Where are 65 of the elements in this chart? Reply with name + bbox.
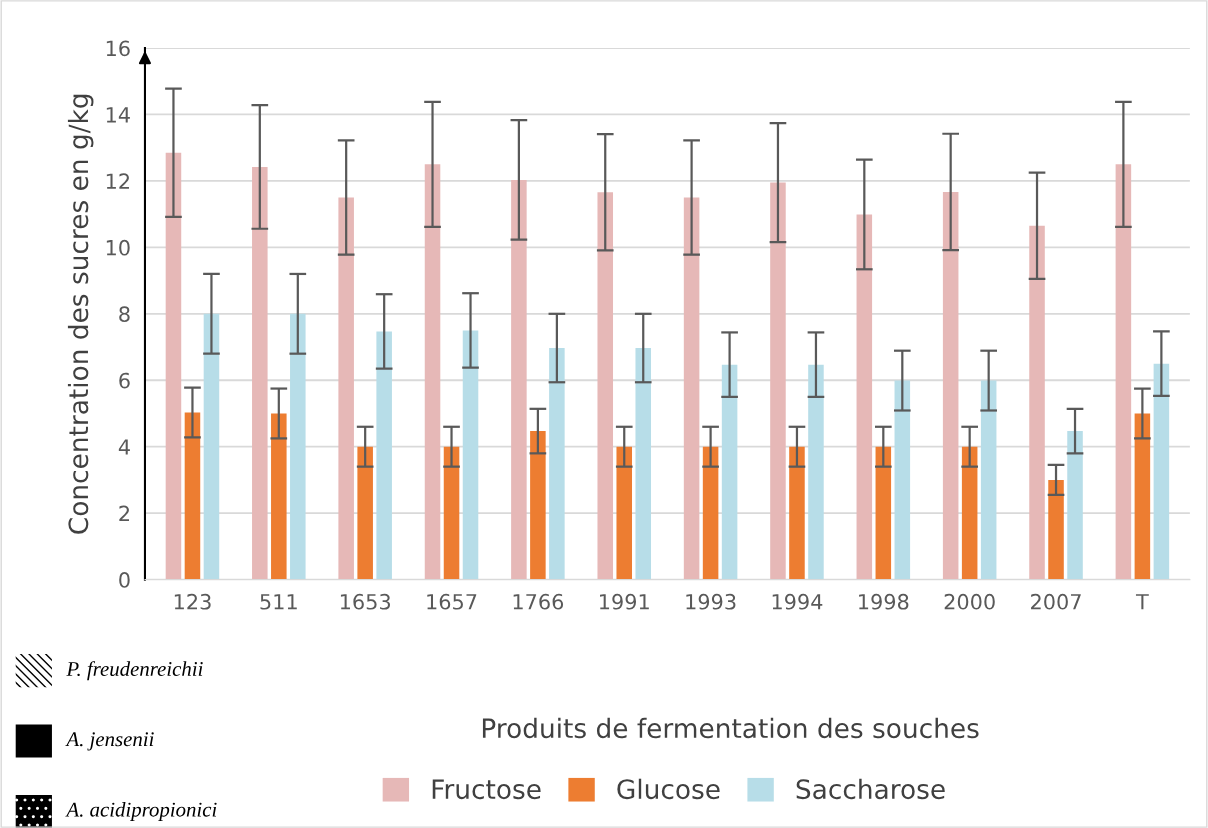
x-tick-label: 1766	[513, 593, 564, 610]
bar	[165, 152, 182, 580]
bar	[424, 164, 441, 580]
bar	[808, 364, 824, 580]
bar	[1067, 431, 1083, 580]
bar	[290, 313, 306, 580]
bar	[252, 166, 268, 580]
bar	[1048, 479, 1064, 580]
bar	[1134, 413, 1151, 580]
x-tick-label: 1998	[859, 593, 909, 610]
text: P. freudenreichii	[66, 661, 203, 681]
y-tick-label: 10	[106, 239, 130, 256]
y-axis-title: Concentration des sucres en g/kg	[67, 94, 94, 534]
x-tick-label: 123	[174, 593, 211, 610]
bar	[875, 446, 892, 580]
x-tick-label: 1653	[340, 593, 391, 610]
bar	[961, 446, 978, 580]
bar	[1029, 225, 1045, 580]
x-axis-title: Produits de fermentation des souches	[482, 717, 979, 739]
bar	[511, 179, 527, 580]
bar	[357, 446, 373, 580]
legend-label: Fructose	[432, 779, 541, 800]
bar	[635, 348, 652, 580]
x-tick-label: 2000	[944, 593, 995, 610]
x-tick-label: 1993	[686, 593, 736, 610]
bar	[462, 330, 479, 580]
legend-label: Saccharose	[796, 778, 945, 800]
bar	[770, 182, 786, 580]
y-tick-label: 4	[118, 439, 130, 455]
y-tick-label: 8	[119, 306, 130, 323]
text: A. acidipropionici	[65, 801, 217, 821]
bar	[721, 364, 738, 580]
x-tick-label: 2007	[1031, 593, 1081, 610]
bar	[271, 413, 287, 580]
bar	[616, 446, 633, 580]
bar	[702, 446, 719, 580]
y-tick-label: 0	[119, 572, 130, 588]
legend-label: Glucose	[617, 778, 720, 800]
x-tick-label: 1991	[600, 593, 649, 610]
bar	[1115, 164, 1132, 580]
bar	[203, 313, 220, 580]
text: A. jensenii	[65, 732, 154, 751]
bar	[338, 197, 354, 580]
y-tick-label: 6	[119, 372, 130, 389]
y-tick-label: 16	[106, 40, 130, 57]
bar	[530, 431, 546, 580]
bar	[942, 191, 959, 580]
bar	[856, 214, 873, 580]
y-tick-label: 14	[106, 107, 130, 123]
bar	[549, 348, 565, 580]
bar	[980, 380, 997, 580]
bar	[184, 412, 201, 580]
bar	[597, 192, 614, 580]
x-tick-label: 1994	[772, 593, 823, 610]
x-tick-label: T	[1135, 594, 1149, 610]
y-tick-label: 2	[119, 505, 129, 522]
bar	[443, 446, 460, 580]
bar	[789, 446, 805, 580]
bar	[1153, 363, 1170, 580]
bar	[894, 380, 911, 580]
x-tick-label: 1657	[427, 593, 477, 610]
y-tick-label: 12	[106, 173, 129, 189]
x-tick-label: 511	[260, 594, 297, 610]
bar	[376, 331, 392, 580]
bar	[683, 197, 700, 580]
